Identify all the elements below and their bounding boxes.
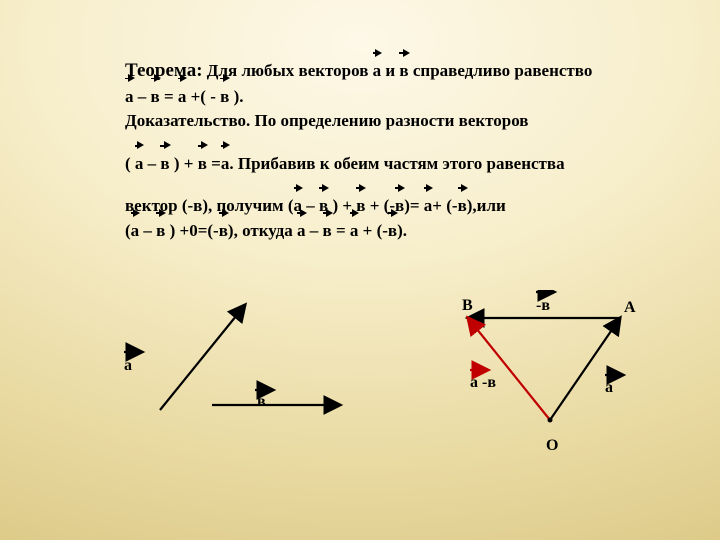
theorem-text-block: Теорема: Для любых векторов а и в справе… xyxy=(125,57,685,244)
svg-text:А: А xyxy=(624,299,636,316)
line-6: (а – в ) +0=(-в), откуда а – в = а + (-в… xyxy=(125,219,685,244)
line-4: ( а – в ) + в =а. Прибавив к обеим частя… xyxy=(125,152,685,177)
svg-text:а: а xyxy=(124,357,132,374)
svg-text:а: а xyxy=(605,379,613,396)
line-5: вектор (-в), получим (а – в ) + в + (-в)… xyxy=(125,194,685,219)
svg-text:в: в xyxy=(257,393,266,410)
line-2: а – в = а +( - в ). xyxy=(125,85,685,110)
line-1: Теорема: Для любых векторов а и в справе… xyxy=(125,57,685,85)
vec-v: в xyxy=(399,59,408,84)
svg-text:-в: -в xyxy=(536,297,550,314)
svg-text:О: О xyxy=(546,437,558,454)
svg-text:В: В xyxy=(462,297,473,314)
line-3: Доказательство. По определению разности … xyxy=(125,109,685,134)
theorem-word: Теорема: xyxy=(125,60,203,81)
vectors-svg: а в В А О -в а а -в xyxy=(90,290,650,520)
diagram-area: а в В А О -в а а -в xyxy=(90,290,650,520)
vec-a: а xyxy=(373,59,382,84)
svg-text:а -в: а -в xyxy=(470,374,496,391)
